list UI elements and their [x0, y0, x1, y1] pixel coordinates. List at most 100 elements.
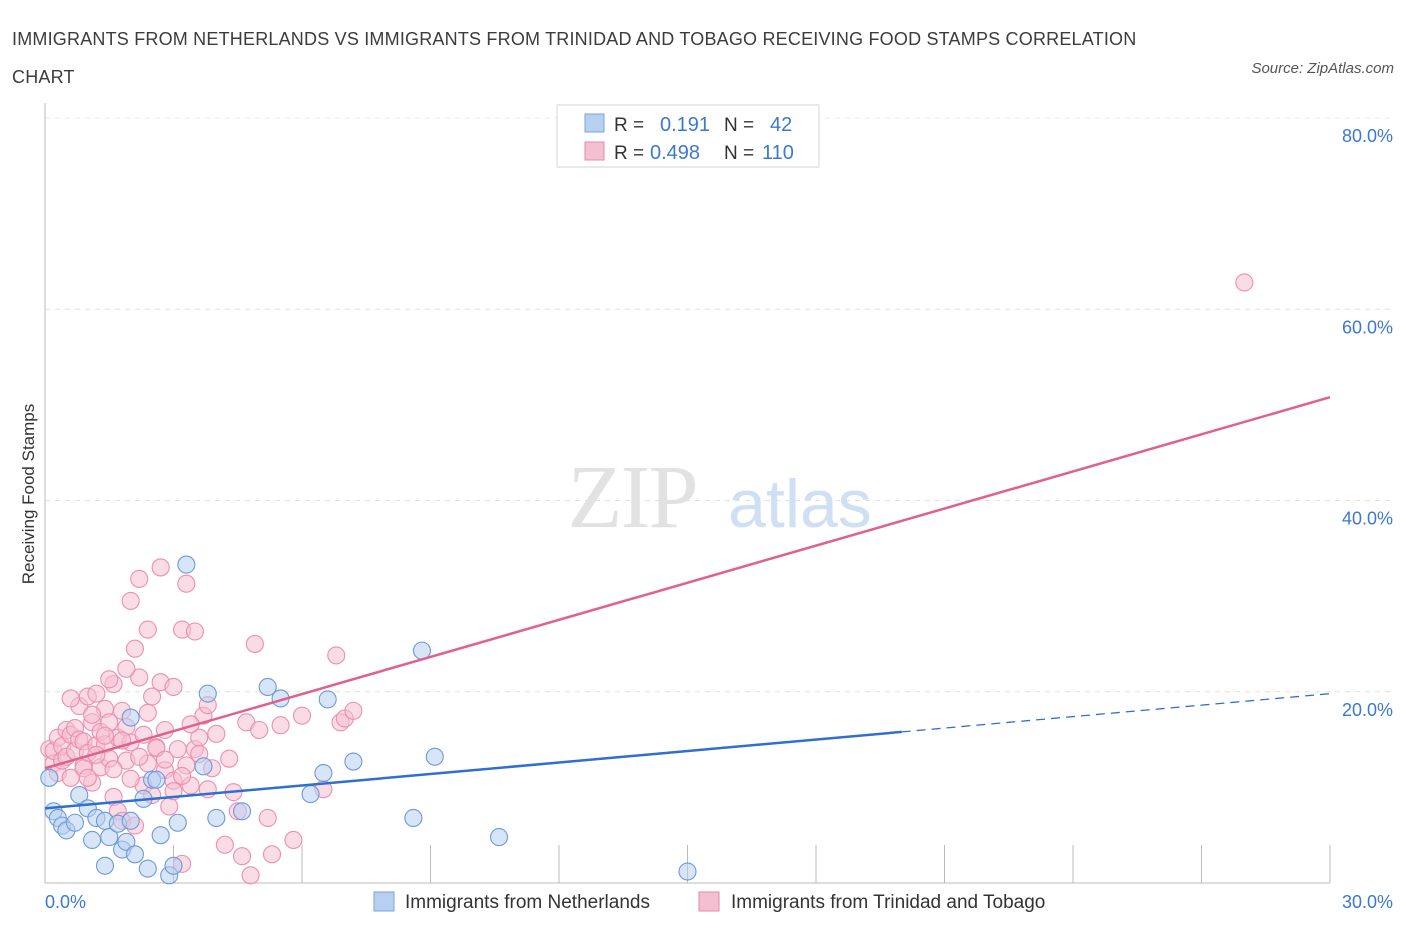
trinidad-point	[130, 668, 149, 687]
stats-n-label: N =	[724, 115, 754, 136]
netherlands-point	[232, 802, 252, 821]
chart-title: IMMIGRANTS FROM NETHERLANDS VS IMMIGRANT…	[12, 29, 1137, 87]
netherlands-trend-extension	[901, 693, 1331, 733]
trinidad-point	[215, 835, 234, 854]
trinidad-point	[245, 634, 264, 653]
netherlands-trend-line	[44, 730, 902, 810]
trinidad-point	[95, 726, 115, 745]
trinidad-point	[155, 750, 174, 769]
netherlands-point	[198, 684, 217, 703]
y-axis-label: Receiving Food Stamps	[19, 404, 38, 584]
trinidad-point	[327, 646, 346, 665]
netherlands-point	[151, 826, 170, 845]
trinidad-point	[160, 797, 179, 816]
netherlands-point	[100, 828, 119, 847]
trinidad-point	[262, 845, 282, 864]
trinidad-point	[121, 769, 140, 788]
x-tick-label: 30.0%	[1342, 892, 1393, 912]
watermark-zip: ZIP	[568, 448, 697, 547]
netherlands-point	[125, 845, 144, 864]
watermark: ZIP atlas	[568, 448, 872, 547]
trinidad-point	[185, 622, 204, 641]
trinidad-point	[284, 830, 303, 850]
trinidad-point	[100, 670, 119, 689]
y-tick-label: 80.0%	[1342, 126, 1393, 146]
netherlands-point	[177, 555, 196, 574]
trinidad-point	[164, 677, 183, 697]
trinidad-point	[125, 639, 144, 658]
stats-legend: R = 0.191 N = 42 R = 0.498 N = 110	[556, 104, 820, 168]
series-legend: Immigrants from Netherlands Immigrants f…	[373, 891, 1045, 913]
netherlands-point	[194, 757, 213, 776]
netherlands-point	[678, 862, 697, 881]
trinidad-point	[220, 749, 239, 768]
y-tick-label: 60.0%	[1342, 317, 1393, 337]
trinidad-point	[177, 574, 196, 593]
trinidad-point	[241, 866, 260, 885]
stats-n-value: 42	[770, 114, 792, 136]
grid-lines	[45, 117, 1395, 693]
trinidad-point	[151, 558, 170, 577]
trinidad-point	[207, 724, 226, 743]
stats-r-label: R =	[614, 115, 644, 136]
legend-label-netherlands: Immigrants from Netherlands	[405, 892, 650, 913]
y-tick-label: 20.0%	[1342, 700, 1393, 720]
trinidad-point	[130, 569, 149, 588]
netherlands-point	[117, 832, 136, 851]
legend-label-trinidad: Immigrants from Trinidad and Tobago	[731, 892, 1045, 913]
trinidad-trend-line	[44, 396, 1331, 770]
netherlands-point	[258, 677, 277, 697]
trinidad-point	[250, 720, 269, 740]
netherlands-point	[164, 856, 183, 875]
trinidad-point	[87, 684, 106, 703]
trinidad-point	[138, 620, 157, 639]
netherlands-point	[314, 763, 333, 783]
trend-lines	[44, 396, 1331, 810]
netherlands-point	[95, 856, 115, 875]
trinidad-point	[78, 768, 97, 787]
tick-labels: 20.0% 40.0% 60.0% 80.0% 0.0% 30.0%	[45, 126, 1393, 912]
netherlands-point	[425, 747, 444, 766]
stats-n-value: 110	[762, 142, 794, 164]
trinidad-point	[258, 808, 277, 828]
watermark-atlas: atlas	[728, 466, 872, 542]
netherlands-point	[70, 785, 89, 805]
netherlands-point	[344, 752, 363, 771]
trinidad-point	[104, 760, 123, 779]
netherlands-point	[168, 813, 187, 832]
stats-r-value: 0.498	[650, 142, 700, 164]
stats-n-label: N =	[724, 143, 754, 164]
trinidad-point	[292, 706, 312, 725]
stats-swatch-blue	[584, 113, 605, 133]
stats-swatch-pink	[584, 141, 605, 161]
legend-swatch-netherlands	[373, 891, 395, 912]
trinidad-point	[130, 747, 149, 766]
netherlands-point	[301, 785, 320, 804]
trinidad-point	[138, 703, 157, 722]
netherlands-point	[404, 808, 423, 828]
netherlands-point	[207, 808, 226, 828]
netherlands-point	[121, 811, 140, 830]
x-tick-label: 0.0%	[45, 892, 86, 912]
stats-r-label: R =	[614, 143, 644, 164]
legend-swatch-trinidad	[698, 891, 720, 912]
trinidad-point	[344, 701, 363, 720]
trinidad-point	[232, 847, 252, 866]
trinidad-point	[173, 766, 192, 785]
trinidad-point	[61, 689, 80, 708]
netherlands-point	[318, 690, 337, 709]
stats-r-value: 0.191	[660, 114, 710, 136]
netherlands-point	[147, 770, 166, 789]
netherlands-point	[489, 828, 509, 847]
netherlands-point	[83, 830, 102, 850]
netherlands-point	[138, 859, 157, 878]
trinidad-point	[121, 591, 140, 610]
trinidad-point	[83, 705, 102, 724]
trinidad-point	[271, 716, 290, 735]
netherlands-point	[65, 813, 85, 832]
trinidad-point	[117, 659, 136, 678]
trinidad-point	[1235, 273, 1254, 292]
source-label: Source: ZipAtlas.com	[1251, 60, 1394, 77]
netherlands-point	[40, 768, 59, 787]
